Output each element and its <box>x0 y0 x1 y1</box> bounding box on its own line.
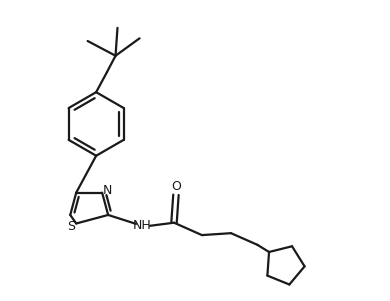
Text: N: N <box>103 184 112 197</box>
Text: O: O <box>171 180 181 193</box>
Text: S: S <box>67 220 75 233</box>
Text: NH: NH <box>133 219 152 232</box>
